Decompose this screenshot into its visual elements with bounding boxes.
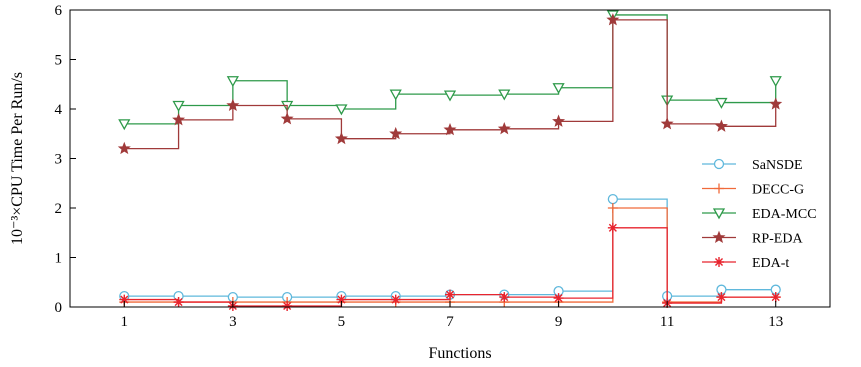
series-step-line [124,207,776,303]
y-tick-label: 2 [55,201,63,217]
legend-item: EDA-MCC [702,207,817,222]
series-eda-mcc [118,10,782,131]
legend-label: DECC-G [752,183,804,198]
x-tick-label: 1 [121,314,129,330]
legend-item: DECC-G [702,183,804,198]
legend-label: SaNSDE [752,158,803,173]
x-tick-label: 13 [768,314,783,330]
legend-marker [712,208,726,220]
data-point-marker [117,141,131,155]
series-step-line [124,198,776,298]
data-point-marker [390,294,401,305]
data-point-marker [607,222,618,233]
data-point-marker [497,121,511,135]
y-tick-label: 0 [55,300,63,316]
data-point-marker [226,98,240,112]
y-tick-label: 6 [55,3,63,19]
series-sansde [119,193,781,303]
data-point-marker [226,76,239,88]
data-point-marker [282,301,293,312]
data-point-marker [389,126,403,140]
data-point-marker [552,114,566,127]
data-point-marker [443,90,457,102]
data-point-marker [715,97,728,109]
data-point-marker [716,292,727,303]
y-tick-label: 1 [55,251,63,267]
x-tick-label: 3 [229,314,237,330]
legend-marker [712,230,726,244]
series-eda-t [119,222,781,312]
x-tick-label: 7 [446,314,454,330]
series-step-line [124,14,777,125]
data-point-marker [553,293,564,304]
series-rp-eda [117,13,783,155]
data-point-marker [499,292,510,303]
x-axis-label: Functions [428,345,491,362]
x-tick-label: 11 [660,314,674,330]
data-point-marker [714,119,728,132]
legend-marker [713,158,725,170]
data-point-marker [389,89,402,101]
x-tick-label: 9 [555,314,563,330]
data-point-marker [119,294,130,305]
legend: SaNSDE DECC-G EDA-MCC RP-EDA EDA-t [702,158,817,271]
data-point-marker [770,292,781,303]
data-point-marker [660,117,674,130]
legend-item: EDA-t [702,256,789,271]
legend-item: RP-EDA [702,230,803,247]
legend-label: EDA-MCC [752,207,817,222]
y-tick-label: 4 [55,102,63,118]
data-point-marker [336,294,347,305]
data-point-marker [445,289,455,300]
x-tick-label: 5 [338,314,346,330]
data-point-marker [173,297,184,308]
legend-label: EDA-t [752,256,789,271]
legend-label: RP-EDA [752,232,803,247]
data-point-marker [607,203,618,213]
data-point-marker [769,97,783,110]
y-tick-label: 5 [55,53,63,69]
data-point-marker [280,112,294,125]
legend-marker [714,183,724,194]
data-point-marker [769,76,782,88]
data-point-marker [334,131,348,145]
legend-marker [714,257,724,267]
series-layer [117,10,783,312]
data-point-marker [606,13,620,26]
data-point-marker [335,104,348,116]
data-point-marker [172,113,186,126]
data-point-marker [607,193,619,205]
y-tick-label: 3 [55,152,63,168]
data-point-marker [172,100,185,112]
data-point-marker [443,122,457,136]
y-axis-label: 10⁻³×CPU Time Per Run/s [9,72,26,245]
legend-item: SaNSDE [702,158,803,173]
data-point-marker [552,83,565,95]
data-point-marker [498,89,511,101]
data-point-marker [118,119,131,131]
